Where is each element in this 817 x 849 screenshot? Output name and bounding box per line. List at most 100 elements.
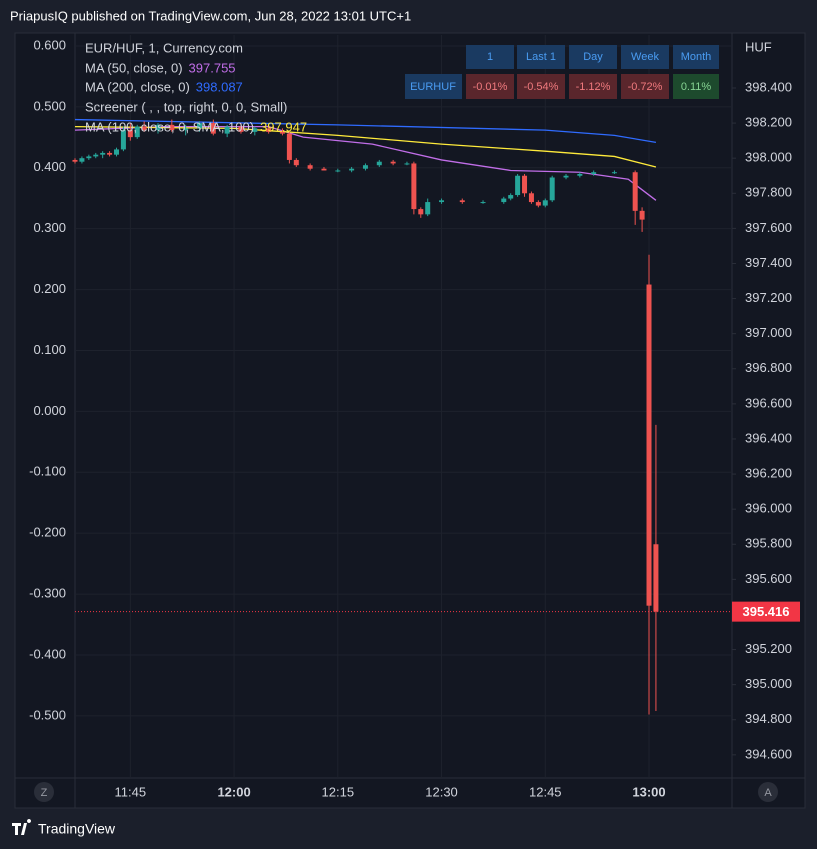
- screener-cell: [517, 74, 565, 99]
- y-tick-label: 398.400: [745, 79, 792, 94]
- candle-body: [224, 126, 230, 134]
- candle-body: [169, 124, 175, 131]
- x-tick-label: 12:00: [217, 784, 250, 799]
- y-tick-label: 397.600: [745, 220, 792, 235]
- candle-body: [349, 168, 355, 171]
- logo: [12, 818, 32, 835]
- legend-entry: Screener ( , , top, right, 0, 0, Small): [85, 99, 287, 114]
- candle-body: [611, 172, 617, 174]
- candle-body: [293, 159, 299, 166]
- x-tick-label: 12:30: [425, 784, 458, 799]
- candle-body: [439, 200, 445, 203]
- candle-body: [632, 172, 638, 211]
- brand-logo: [12, 818, 32, 835]
- y-tick-label: 394.600: [745, 746, 792, 761]
- ma-line: [74, 118, 657, 144]
- y2-tick-label: 0.300: [33, 220, 66, 235]
- y-axis-label: HUF: [745, 39, 772, 54]
- candle-body: [501, 198, 507, 203]
- screener-header: 1: [487, 51, 493, 63]
- screener-symbol-cell: [405, 74, 462, 99]
- candle-body: [563, 175, 569, 178]
- candle-body: [362, 165, 368, 169]
- screener-cell: [466, 74, 514, 99]
- chart-title: EUR/HUF, 1, Currency.com: [85, 40, 243, 55]
- screener-header-cell: [517, 45, 565, 69]
- screener-symbol: EURHUF: [410, 81, 456, 93]
- legend-entry: MA (50, close, 0): [85, 60, 183, 75]
- candle-body: [646, 284, 652, 606]
- candle-body: [307, 165, 313, 169]
- header: PriapusIQ published on TradingView.com, …: [10, 8, 411, 23]
- candle-body: [542, 200, 548, 206]
- candle-body: [252, 128, 258, 132]
- legend-entry: MA (100, close, 0, SMA, 100): [85, 119, 254, 134]
- y-tick-label: 395.800: [745, 536, 792, 551]
- candle-body: [113, 149, 119, 155]
- y2-tick-label: -0.500: [29, 707, 66, 722]
- legend-value: 398.087: [196, 79, 243, 94]
- y-tick-label: 394.800: [745, 711, 792, 726]
- button[interactable]: [34, 782, 54, 802]
- y-tick-label: 397.400: [745, 255, 792, 270]
- brand: TradingView: [38, 821, 116, 837]
- y2-tick-label: 0.100: [33, 342, 66, 357]
- ma-line: [74, 125, 657, 168]
- screener-cell: [569, 74, 617, 99]
- y-tick-label: 396.200: [745, 465, 792, 480]
- button[interactable]: [758, 782, 778, 802]
- candle-body: [480, 202, 486, 204]
- candle-body: [549, 177, 555, 201]
- candle-body: [425, 202, 431, 215]
- screener-header: Day: [583, 51, 603, 63]
- candle-body: [376, 161, 382, 166]
- candle-body: [459, 200, 465, 203]
- candle-body: [535, 202, 541, 206]
- y-tick-label: 396.000: [745, 501, 792, 516]
- x-tick-label: 12:15: [322, 784, 355, 799]
- y2-tick-label: -0.300: [29, 586, 66, 601]
- candle-body: [72, 159, 78, 162]
- screener-header-cell: [466, 45, 514, 69]
- y2-tick-label: 0.000: [33, 403, 66, 418]
- screener-header: Last 1: [526, 51, 556, 63]
- y2-tick-label: -0.100: [29, 464, 66, 479]
- button-label[interactable]: A: [764, 787, 772, 799]
- candle-body: [120, 130, 126, 150]
- candle-body: [639, 210, 645, 220]
- candle-body: [577, 173, 583, 176]
- screener-value: -0.54%: [524, 81, 559, 93]
- plot: [72, 35, 732, 778]
- screener-value: -0.72%: [628, 81, 663, 93]
- y2-tick-label: -0.200: [29, 525, 66, 540]
- candle-body: [196, 123, 202, 129]
- candle-body: [107, 152, 113, 155]
- screener-header-cell: [673, 45, 719, 69]
- screener-header-cell: [569, 45, 617, 69]
- button-label[interactable]: Z: [41, 787, 48, 799]
- screener-value: 0.11%: [681, 81, 712, 93]
- candle-body: [266, 128, 272, 132]
- candle-body: [210, 123, 216, 134]
- candle-body: [279, 131, 285, 134]
- candle-body: [321, 168, 327, 171]
- x-tick-label: 12:45: [529, 784, 562, 799]
- legend-value: 397.947: [260, 119, 307, 134]
- y-tick-label: 396.600: [745, 395, 792, 410]
- candle-body: [404, 163, 410, 165]
- candle-body: [100, 152, 106, 155]
- candle-body: [183, 128, 189, 131]
- candle-body: [335, 170, 341, 172]
- candle-body: [79, 158, 85, 162]
- y-tick-label: 397.800: [745, 185, 792, 200]
- candle-body: [418, 209, 424, 215]
- candle-body: [86, 156, 92, 159]
- candle-body: [238, 126, 244, 132]
- ma-line: [74, 125, 657, 201]
- last-price-tag: [732, 601, 800, 622]
- candle-body: [591, 172, 597, 174]
- candle-body: [390, 161, 396, 164]
- y-tick-label: 395.200: [745, 641, 792, 656]
- candle-body: [522, 175, 528, 194]
